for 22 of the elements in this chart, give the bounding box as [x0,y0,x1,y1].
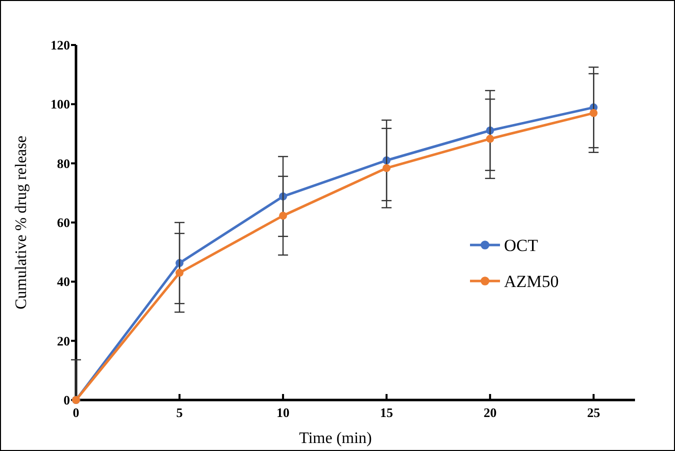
x-tick-label: 15 [380,405,394,420]
x-tick-label: 5 [176,405,184,420]
x-axis-title: Time (min) [299,430,372,447]
x-tick-label: 10 [276,405,290,420]
y-tick-label: 120 [50,38,70,53]
point [486,134,494,143]
point [590,109,598,118]
y-tick-label: 0 [64,392,70,408]
point [279,212,288,220]
legend-label: OCT [504,236,539,255]
x-tick-label: 25 [587,405,601,420]
y-tick-label: 80 [57,156,70,171]
point [176,268,184,277]
legend-label: AZM50 [504,272,559,291]
y-tick-label: 40 [57,274,70,290]
y-tick-label: 20 [57,333,70,348]
y-tick-label: 60 [57,215,70,230]
x-tick-label: 20 [484,405,497,420]
y-axis-title: Cumulative % drug release [13,136,30,310]
y-tick-label: 100 [50,96,70,112]
point [382,164,391,172]
x-tick-label: 0 [72,405,80,420]
